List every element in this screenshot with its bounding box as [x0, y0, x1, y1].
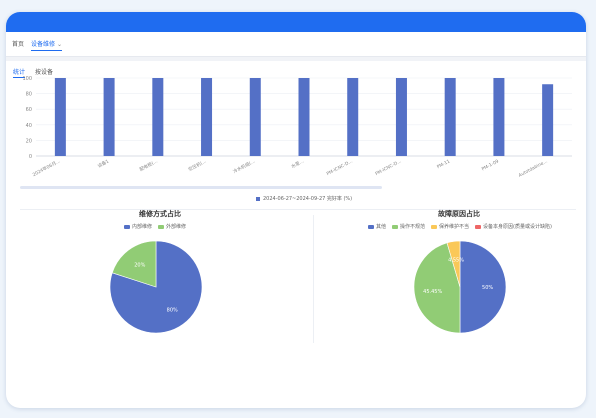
- intact-rate-bar-chart: 0 20 40 60 80 100 2024年06月... 设备1 配电柜(... 空压机(...…: [22, 76, 572, 179]
- y-tick-label: 20: [26, 138, 32, 144]
- bar[interactable]: [493, 78, 505, 156]
- y-tick-label: 0: [29, 154, 32, 160]
- y-tick-label: 80: [26, 92, 32, 98]
- fault-cause-pie: 50% 45.45% 4.55%: [413, 240, 507, 334]
- legend-swatch: [158, 224, 165, 229]
- x-tick-label: 冷水机组(...: [232, 158, 257, 175]
- legend-label: 设备本身原因(质量或设计缺陷): [483, 224, 552, 230]
- pie-slice[interactable]: [459, 240, 507, 334]
- bar[interactable]: [103, 78, 115, 156]
- legend-swatch: [392, 224, 399, 229]
- tab-equipment-repair[interactable]: 设备维修 ⌄: [31, 39, 63, 51]
- legend-item[interactable]: 其他: [368, 224, 386, 230]
- repair-method-pie: 80% 20%: [109, 240, 203, 334]
- bar[interactable]: [201, 78, 213, 156]
- x-tick-label: 设备1: [96, 158, 110, 170]
- legend-label: 保养维护不当: [439, 224, 470, 230]
- pie-slice-label: 80%: [167, 307, 178, 313]
- y-tick-label: 40: [26, 123, 32, 129]
- legend-swatch: [368, 224, 374, 229]
- legend-label: 外部维修: [166, 224, 187, 230]
- top-header: [6, 12, 586, 32]
- x-tick-label: PM-11: [436, 158, 451, 170]
- pie-slice-label: 20%: [134, 263, 145, 269]
- x-tick-label: 水泵...: [290, 158, 305, 170]
- tab-bar: 首页 设备维修 ⌄: [6, 32, 586, 57]
- legend-label: 操作不规范: [400, 224, 426, 230]
- legend-item[interactable]: 保养维护不当: [431, 224, 469, 230]
- bar[interactable]: [347, 78, 359, 156]
- subtab-by-equipment[interactable]: 按设备: [35, 69, 54, 76]
- x-tick-label: 配电柜(...: [138, 158, 159, 173]
- pie-slice-label: 4.55%: [448, 258, 464, 264]
- legend-label: 内部维修: [132, 224, 153, 230]
- x-tick-label: 2024年06月...: [31, 158, 61, 178]
- sub-divider: [6, 57, 586, 61]
- legend-item[interactable]: 内部维修: [124, 224, 152, 230]
- pie-slice[interactable]: [111, 240, 157, 288]
- tab-equipment-repair-label: 设备维修: [31, 41, 56, 48]
- legend-swatch: [124, 224, 130, 229]
- y-tick-label: 100: [22, 76, 32, 82]
- x-tick-label: PM-ICNC-D...: [374, 158, 402, 177]
- pie-slice-label: 50%: [482, 285, 493, 291]
- legend-swatch: [431, 224, 438, 229]
- column-divider: [313, 215, 314, 343]
- pie-slice-label: 45.45%: [423, 289, 442, 295]
- bar[interactable]: [542, 84, 554, 156]
- bar[interactable]: [395, 78, 407, 156]
- app-window: 首页 设备维修 ⌄ 统计 按设备 0 20 40 60 80 100 2024年06月... 设…: [6, 12, 586, 408]
- fault-cause-title: 故障原因占比: [438, 210, 480, 218]
- x-tick-label: PM-1-09: [481, 158, 500, 172]
- tab-home[interactable]: 首页: [12, 41, 25, 48]
- legend-swatch: [475, 224, 482, 229]
- legend-item[interactable]: 设备本身原因(质量或设计缺陷): [475, 224, 552, 230]
- chart-zoom-scrollbar[interactable]: [20, 186, 382, 189]
- chevron-down-icon[interactable]: ⌄: [57, 41, 63, 48]
- pie-slice[interactable]: [446, 240, 461, 288]
- bar[interactable]: [298, 78, 310, 156]
- bar[interactable]: [152, 78, 164, 156]
- legend-label: 其他: [376, 224, 387, 230]
- bar-legend: 2024-06-27~2024-09-27 完好率 (%): [256, 195, 352, 202]
- repair-method-title: 维修方式占比: [139, 210, 181, 218]
- bar-legend-label: 2024-06-27~2024-09-27 完好率 (%): [263, 196, 353, 202]
- x-tick-label: Autotdabine...: [518, 158, 549, 178]
- subtab-statistics[interactable]: 统计: [13, 69, 26, 78]
- legend-swatch: [256, 196, 260, 201]
- y-tick-label: 60: [26, 107, 32, 113]
- bar[interactable]: [249, 78, 261, 156]
- section-divider: [20, 209, 576, 210]
- repair-method-legend: 内部维修 外部维修: [124, 223, 192, 230]
- legend-item[interactable]: 外部维修: [158, 224, 186, 230]
- bar[interactable]: [444, 78, 456, 156]
- bar[interactable]: [54, 78, 66, 156]
- x-tick-label: 空压机(...: [187, 158, 208, 173]
- x-tick-label: PM-ICNC-D...: [326, 158, 354, 177]
- fault-cause-legend: 其他 操作不规范 保养维护不当 设备本身原因(质量或设计缺陷): [368, 223, 558, 230]
- pie-slice[interactable]: [413, 242, 461, 334]
- legend-item[interactable]: 操作不规范: [392, 224, 425, 230]
